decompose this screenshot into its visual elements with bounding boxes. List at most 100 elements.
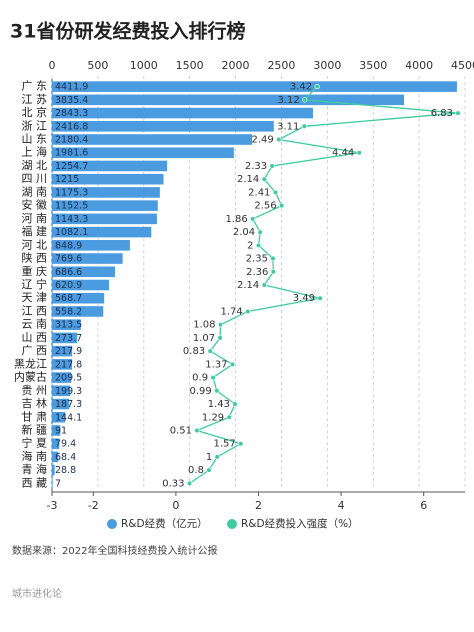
line-value-label: 0.33 <box>162 478 184 489</box>
category-label: 湖 北 <box>22 159 48 172</box>
line-marker <box>245 308 251 315</box>
category-label: 四 川 <box>22 172 48 185</box>
bar <box>52 345 72 357</box>
bar <box>52 292 105 304</box>
line-marker <box>257 229 263 235</box>
line-marker <box>229 361 236 367</box>
category-label: 湖 南 <box>22 185 48 198</box>
bar <box>52 94 405 106</box>
bar-value-label: 1175.3 <box>55 187 88 198</box>
bar-value-label: 1152.5 <box>55 201 88 212</box>
category-label: 北 京 <box>22 105 48 119</box>
x-tick-label: 4000 <box>405 59 433 72</box>
line-marker <box>269 163 275 169</box>
category-label: 贵 州 <box>22 384 48 397</box>
line-value-label: 3.49 <box>293 293 315 304</box>
line-value-label: 1.43 <box>208 399 230 410</box>
bar <box>52 134 253 145</box>
bar <box>52 200 158 211</box>
line-value-label: 6.83 <box>431 108 453 119</box>
bar-value-label: 1082.1 <box>55 227 88 238</box>
bar-value-label: 2180.4 <box>55 135 88 146</box>
line-marker <box>455 110 461 116</box>
bar <box>52 147 234 159</box>
category-label: 山 东 <box>22 133 48 146</box>
bar-value-label: 273.7 <box>55 333 82 344</box>
line-value-label: 1.37 <box>205 359 227 370</box>
line-marker <box>301 123 307 129</box>
line-value-label: 2.04 <box>233 227 255 238</box>
legend-marker <box>107 519 117 529</box>
line-marker <box>261 282 267 288</box>
category-label: 辽 宁 <box>22 277 48 291</box>
category-label: 河 北 <box>22 238 48 251</box>
bar-value-label: 1143.3 <box>55 214 88 225</box>
bar <box>52 107 313 119</box>
bar <box>52 187 160 198</box>
category-label: 河 南 <box>22 212 48 225</box>
x-tick-label: 1500 <box>176 59 204 72</box>
bar-value-label: 144.1 <box>55 412 82 423</box>
category-label: 内蒙古 <box>14 370 47 384</box>
line-value-label: 1.74 <box>220 306 242 317</box>
line-marker <box>272 189 279 196</box>
line-marker <box>226 414 232 420</box>
x2-tick-label: -3 <box>47 499 58 512</box>
line-marker <box>206 467 212 473</box>
line-value-label: 1.86 <box>225 214 247 225</box>
bar <box>52 464 55 476</box>
line-marker <box>207 348 213 354</box>
line-marker <box>238 441 244 447</box>
line-value-label: 0.83 <box>183 346 205 357</box>
line-marker <box>255 242 262 248</box>
line-value-label: 2.33 <box>245 161 267 172</box>
line-marker <box>270 269 276 275</box>
line-value-label: 1.57 <box>213 439 235 450</box>
bar-value-label: 620.9 <box>55 280 82 291</box>
category-label: 黑龙江 <box>14 357 47 370</box>
line-marker <box>210 374 216 381</box>
category-label: 重 庆 <box>22 264 48 278</box>
line-marker <box>314 84 320 90</box>
line-value-label: 0.8 <box>188 465 204 476</box>
footer: 城市进化论 <box>12 587 62 600</box>
source: 数据来源：2022年全国科技经费投入统计公报 <box>12 544 217 557</box>
line-value-label: 2.14 <box>237 280 259 291</box>
bar-value-label: 1981.6 <box>55 148 88 159</box>
line-marker <box>214 388 220 394</box>
bar-value-label: 79.4 <box>55 439 76 450</box>
bar-value-label: 217.9 <box>55 346 82 357</box>
line-marker <box>217 335 223 341</box>
line-value-label: 2 <box>247 240 253 251</box>
bar-value-label: 313.5 <box>55 320 82 331</box>
category-label: 天 津 <box>22 291 48 304</box>
bar-value-label: 769.6 <box>55 254 82 265</box>
bar-value-label: 1254.7 <box>55 161 88 172</box>
x2-tick-label: 2 <box>255 499 262 512</box>
line-value-label: 0.51 <box>170 425 192 436</box>
line <box>189 86 459 484</box>
bar-value-label: 568.7 <box>55 293 82 304</box>
bar-value-label: 209.5 <box>55 373 82 384</box>
line-marker <box>356 150 362 156</box>
bar-value-label: 558.2 <box>55 306 82 317</box>
category-label: 云 南 <box>22 318 48 331</box>
bar <box>52 81 457 92</box>
bar <box>52 319 81 330</box>
category-label: 福 建 <box>22 224 48 238</box>
bar <box>52 121 274 132</box>
x-tick-label: 3500 <box>359 59 387 72</box>
line-marker <box>302 97 308 103</box>
bar <box>52 306 104 317</box>
line-marker <box>270 255 276 262</box>
line-marker <box>217 322 224 328</box>
line-marker <box>250 216 256 222</box>
category-label: 甘 肃 <box>22 410 48 423</box>
category-label: 浙 江 <box>22 119 48 132</box>
bar <box>52 253 123 264</box>
category-label: 安 徽 <box>22 198 48 212</box>
legend-label: R&D经费（亿元） <box>121 517 208 530</box>
legend-marker <box>227 519 237 529</box>
category-label: 新 疆 <box>22 422 48 436</box>
